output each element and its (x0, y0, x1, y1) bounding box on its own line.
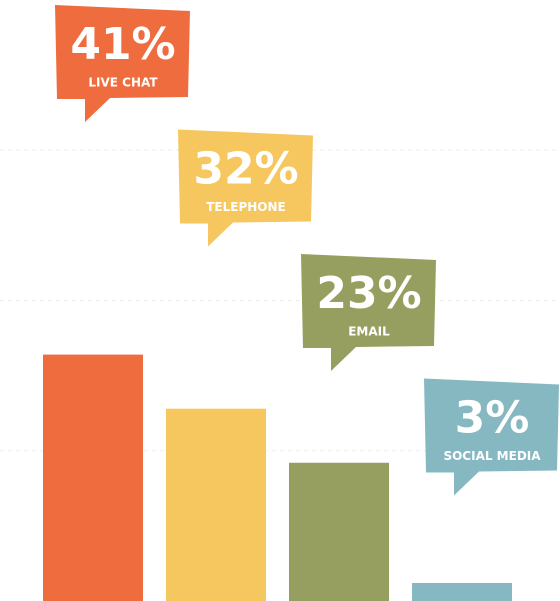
category-label: LIVE CHAT (88, 76, 158, 90)
label-bubble (424, 378, 559, 496)
category-label: TELEPHONE (206, 200, 286, 214)
value-label: 32% (193, 144, 298, 195)
bar (166, 408, 266, 601)
category-label: SOCIAL MEDIA (443, 449, 541, 463)
value-label: 23% (316, 268, 421, 319)
label-bubble (55, 5, 190, 122)
bar (412, 582, 512, 601)
bar (43, 354, 143, 601)
value-label: 41% (70, 19, 175, 70)
value-label: 3% (455, 393, 530, 444)
label-bubble (178, 129, 313, 247)
bar (289, 462, 389, 601)
label-bubble (301, 254, 436, 371)
category-label: EMAIL (348, 325, 390, 339)
